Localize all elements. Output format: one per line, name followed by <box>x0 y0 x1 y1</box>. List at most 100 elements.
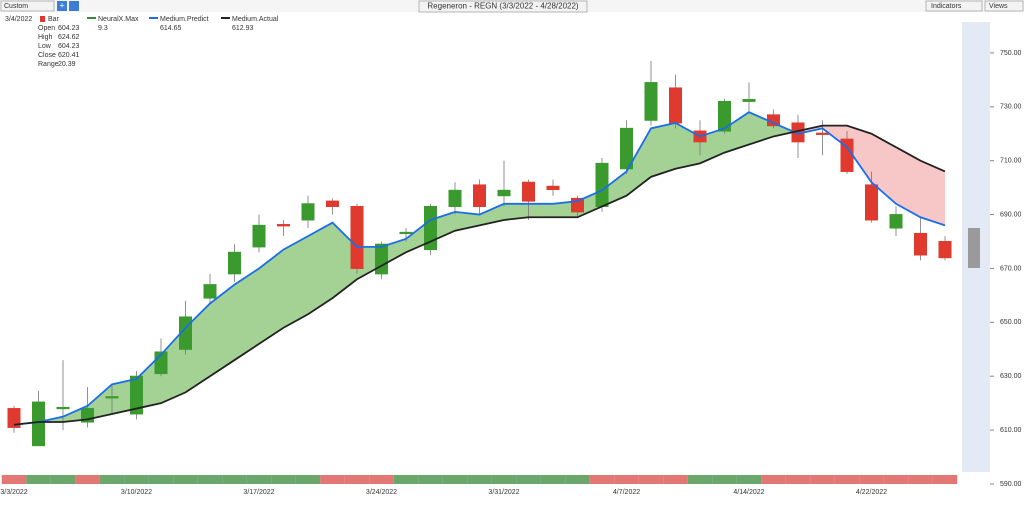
indicator-cell <box>663 475 688 484</box>
x-tick-label: 3/10/2022 <box>121 489 152 496</box>
candle-body <box>816 132 829 135</box>
spread-area <box>479 203 504 226</box>
candle-body <box>595 162 609 207</box>
indicator-cell <box>712 475 737 484</box>
x-tick-label: 4/14/2022 <box>733 489 764 496</box>
preset-select[interactable] <box>0 0 55 12</box>
candle-body <box>277 224 290 227</box>
indicator-cell <box>418 475 443 484</box>
indicator-cell <box>50 475 76 484</box>
indicator-cell <box>393 475 419 484</box>
candle-body <box>350 205 364 269</box>
indicator-cell <box>565 475 590 484</box>
legend-swatch <box>221 17 230 19</box>
legend-label: NeuralX.Max <box>98 16 139 23</box>
indicator-cell <box>197 475 223 484</box>
indicator-cell <box>369 475 394 484</box>
spread-area <box>626 128 651 196</box>
info-bar: Bar <box>48 16 60 23</box>
spread-area <box>308 222 333 315</box>
info-date: 3/4/2022 <box>5 16 32 23</box>
indicator-cell <box>442 475 468 484</box>
indicator-cell <box>859 475 884 484</box>
indicator-cell <box>173 475 198 484</box>
indicator-cell <box>99 475 125 484</box>
candle-body <box>889 214 903 229</box>
info-field-value: 604.23 <box>58 25 80 32</box>
candle-body <box>644 82 658 121</box>
candle-body <box>301 203 315 221</box>
candle-body <box>718 100 731 132</box>
indicator-cell <box>148 475 174 484</box>
indicator-cell <box>883 475 909 484</box>
x-tick-label: 4/7/2022 <box>613 489 640 496</box>
spread-area <box>283 236 308 328</box>
add-button[interactable] <box>57 1 67 11</box>
chart-title: Regeneron - REGN (3/3/2022 - 4/28/2022) <box>427 2 579 11</box>
y-tick-label: 730.00 <box>1000 104 1022 111</box>
x-tick-label: 3/31/2022 <box>488 489 519 496</box>
indicator-cell <box>491 475 517 484</box>
candle-body <box>399 231 413 235</box>
spread-area <box>528 203 553 218</box>
candle-body <box>130 375 143 415</box>
y-tick-label: 630.00 <box>1000 373 1022 380</box>
info-field-label: Close <box>38 52 56 59</box>
tool-button[interactable] <box>69 1 79 11</box>
candle-body <box>742 99 756 102</box>
spread-area <box>504 203 529 220</box>
info-field-label: Open <box>38 25 55 32</box>
candle-body <box>522 181 535 202</box>
spread-area <box>259 249 284 344</box>
indicator-cell <box>467 475 492 484</box>
y-tick-label: 590.00 <box>1000 481 1022 488</box>
indicator-cell <box>908 475 933 484</box>
y-tick-label: 610.00 <box>1000 427 1022 434</box>
candle-body <box>865 184 878 221</box>
preset-label: Custom <box>4 3 28 10</box>
candle-body <box>938 241 952 259</box>
indicator-cell <box>614 475 639 484</box>
indicator-cell <box>638 475 664 484</box>
indicator-cell <box>516 475 541 484</box>
indicator-cell <box>344 475 370 484</box>
price-marker <box>968 228 980 268</box>
x-tick-label: 3/17/2022 <box>243 489 274 496</box>
candle-body <box>497 189 511 197</box>
indicator-cell <box>589 475 615 484</box>
indicator-cell <box>736 475 762 484</box>
legend-value: 612.93 <box>232 25 254 32</box>
candle-body <box>326 200 339 207</box>
candle-body <box>620 127 633 170</box>
candle-body <box>473 184 486 207</box>
y-tick-label: 710.00 <box>1000 158 1022 165</box>
info-field-label: Low <box>38 43 52 50</box>
candle-body <box>669 87 682 124</box>
indicator-cell <box>246 475 272 484</box>
spread-area <box>651 122 676 177</box>
info-field-label: Range <box>38 61 59 68</box>
info-field-value: 20.39 <box>58 61 76 68</box>
indicator-cell <box>687 475 713 484</box>
indicators-button[interactable] <box>925 0 983 12</box>
indicator-cell <box>932 475 958 484</box>
candle-body <box>203 284 217 299</box>
candle-body <box>7 408 21 428</box>
indicator-cell <box>222 475 247 484</box>
indicator-cell <box>761 475 786 484</box>
spread-area <box>210 284 235 377</box>
spread-area <box>896 147 921 218</box>
candle-body <box>424 205 437 251</box>
indicator-cell <box>124 475 149 484</box>
candle-body <box>105 396 119 399</box>
spread-area <box>724 112 749 153</box>
x-tick-label: 4/22/2022 <box>856 489 887 496</box>
indicator-cell <box>295 475 321 484</box>
add-label: + <box>59 0 64 10</box>
legend-value: 614.65 <box>160 25 182 32</box>
views-button[interactable] <box>984 0 1024 12</box>
candle-body <box>914 232 927 256</box>
views-label: Views <box>989 3 1008 10</box>
info-field-value: 604.23 <box>58 43 80 50</box>
